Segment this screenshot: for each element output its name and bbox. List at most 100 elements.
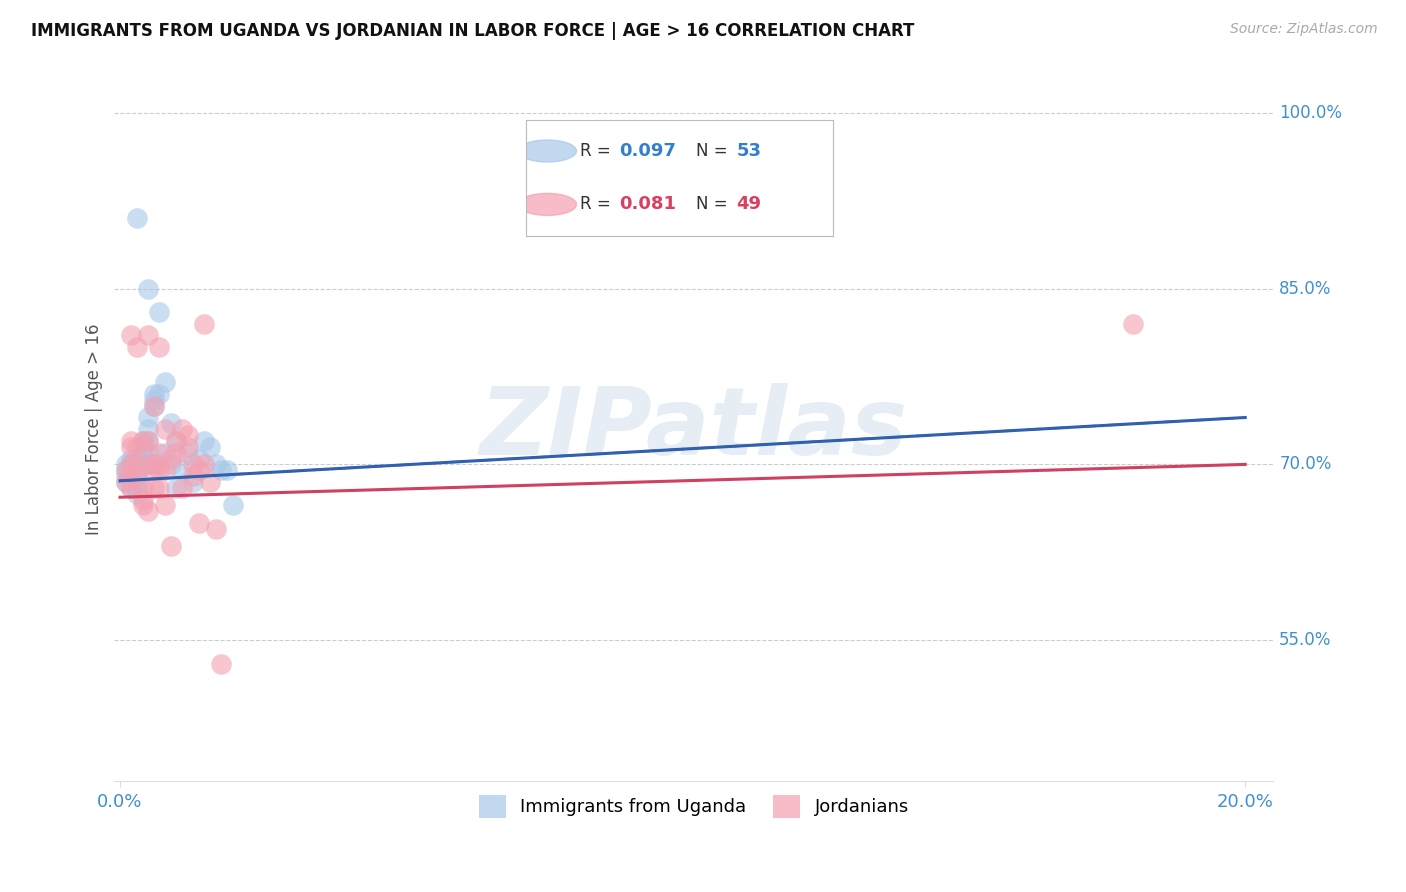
Point [1122,317,1144,331]
Point [125,451,148,466]
Point [125,463,148,477]
Point [120,451,142,466]
Point [204,458,226,472]
Point [142,458,165,472]
Text: Source: ZipAtlas.com: Source: ZipAtlas.com [1230,22,1378,37]
Legend: Immigrants from Uganda, Jordanians: Immigrants from Uganda, Jordanians [471,789,917,825]
Point [148,445,170,459]
Point [153,499,176,513]
Point [131,440,153,454]
Point [131,451,153,466]
Text: 55.0%: 55.0% [1279,632,1331,649]
Point [120,481,142,495]
Point [142,399,165,413]
Point [120,328,142,343]
Point [153,376,176,390]
Point [136,410,159,425]
Point [136,434,159,448]
Point [120,458,142,472]
Point [165,445,187,459]
Point [159,458,181,472]
Point [114,469,136,483]
Point [148,458,170,472]
Point [193,317,215,331]
Point [136,422,159,436]
Point [120,469,142,483]
Point [198,440,221,454]
Point [153,445,176,459]
Point [142,399,165,413]
Point [120,458,142,472]
Y-axis label: In Labor Force | Age > 16: In Labor Force | Age > 16 [86,324,103,535]
Point [165,481,187,495]
Point [125,469,148,483]
Point [120,434,142,448]
Point [114,458,136,472]
Point [148,463,170,477]
Point [114,475,136,489]
Point [176,445,198,459]
Point [120,463,142,477]
Point [142,387,165,401]
Point [209,463,232,477]
Point [153,422,176,436]
Point [114,463,136,477]
Point [221,499,243,513]
Point [131,492,153,507]
Point [131,434,153,448]
Point [176,440,198,454]
Point [193,458,215,472]
Text: ZIPatlas: ZIPatlas [479,384,908,475]
Point [131,481,153,495]
Text: IMMIGRANTS FROM UGANDA VS JORDANIAN IN LABOR FORCE | AGE > 16 CORRELATION CHART: IMMIGRANTS FROM UGANDA VS JORDANIAN IN L… [31,22,914,40]
Point [176,428,198,442]
Point [125,475,148,489]
Point [120,469,142,483]
Point [125,440,148,454]
Point [125,458,148,472]
Point [136,328,159,343]
Point [198,475,221,489]
Point [187,516,209,530]
Text: 85.0%: 85.0% [1279,279,1331,298]
Point [136,458,159,472]
Point [125,340,148,354]
Point [114,475,136,489]
Point [159,417,181,431]
Point [131,458,153,472]
Point [125,486,148,500]
Point [120,463,142,477]
Point [148,481,170,495]
Point [170,463,193,477]
Point [142,463,165,477]
Point [193,434,215,448]
Text: 100.0%: 100.0% [1279,103,1343,121]
Point [204,522,226,536]
Point [142,458,165,472]
Point [125,211,148,226]
Point [131,445,153,459]
Point [120,440,142,454]
Point [120,481,142,495]
Point [215,463,238,477]
Point [125,469,148,483]
Point [209,657,232,671]
Point [181,469,204,483]
Point [136,434,159,448]
Point [181,458,204,472]
Point [148,340,170,354]
Point [136,445,159,459]
Point [142,481,165,495]
Point [148,387,170,401]
Point [136,281,159,295]
Point [136,458,159,472]
Point [131,434,153,448]
Point [153,463,176,477]
Point [125,481,148,495]
Point [148,305,170,319]
Point [187,463,209,477]
Point [170,481,193,495]
Point [142,392,165,407]
Point [170,422,193,436]
Point [159,540,181,554]
